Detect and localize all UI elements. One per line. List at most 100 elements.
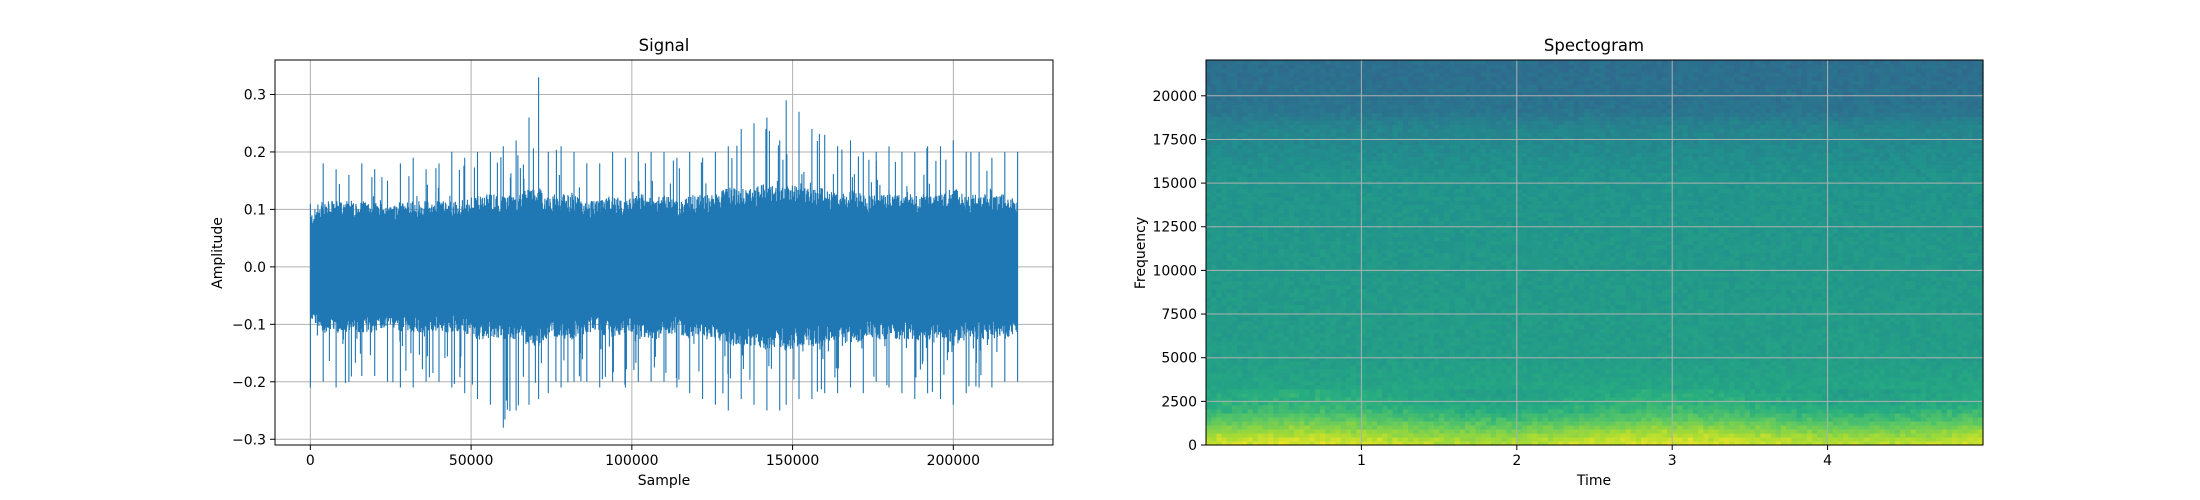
spectrogram-cell [1521,412,1528,418]
spectrogram-cell [1775,420,1782,426]
spectrogram-cell [1506,420,1513,426]
spectrogram-cell [1351,368,1357,374]
spectrogram-cell [1812,356,1818,362]
spectrogram-cell [1894,332,1901,338]
spectrogram-cell [1682,384,1689,390]
spectrogram-cell [1558,356,1565,362]
spectrogram-cell [1366,320,1373,326]
spectrogram-cell [1770,420,1777,426]
spectrogram-cell [1547,360,1554,366]
spectrogram-cell [1646,356,1653,362]
spectrogram-cell [1905,428,1912,434]
spectrogram-cell [1599,352,1606,358]
spectrogram-cell [1801,416,1808,422]
spectrogram-cell [1325,420,1331,426]
spectrogram-cell [1278,360,1285,366]
spectrogram-cell [1584,352,1590,358]
spectrogram-cell [1615,316,1621,322]
spectrogram-cell [1418,360,1425,366]
spectrogram-cell [1397,332,1404,338]
spectrogram-cell [1843,360,1849,366]
spectrogram-cell [1465,384,1471,390]
spectrogram-cell [1863,380,1870,386]
spectrogram-cell [1231,332,1238,338]
spectrogram-cell [1470,436,1476,442]
spectrogram-cell [1957,428,1963,434]
spectrogram-cell [1910,416,1917,422]
spectrogram-cell [1283,348,1290,354]
spectrogram-cell [1661,424,1668,430]
spectrogram-cell [1931,332,1937,338]
spectrogram-cell [1698,376,1704,382]
spectrogram-cell [1967,352,1974,358]
spectrogram-cell [1822,388,1829,394]
spectrogram-cell [1620,336,1627,342]
spectrogram-cell [1708,440,1715,446]
spectrogram-cell [1931,396,1937,402]
spectrogram-cell [1459,372,1466,378]
spectrogram-cell [1490,404,1497,410]
spectrogram-cell [1894,380,1901,386]
spectrogram-cell [1724,320,1730,326]
spectrogram-cell [1444,356,1451,362]
spectrogram-cell [1589,344,1596,350]
spectrogram-cell [1304,324,1311,330]
spectrogram-cell [1361,340,1368,346]
spectrogram-cell [1594,344,1601,350]
spectrogram-cell [1423,440,1430,446]
spectrogram-cell [1330,336,1337,342]
spectrogram-cell [1817,416,1824,422]
spectrogram-cell [1237,388,1243,394]
spectrogram-cell [1687,416,1694,422]
spectrogram-cell [1547,332,1554,338]
spectrogram-cell [1977,420,1984,426]
spectrogram-cell [1465,388,1471,394]
spectrogram-cell [1744,404,1751,410]
spectrogram-cell [1268,396,1274,402]
spectrogram-cell [1511,372,1518,378]
spectrogram-cell [1211,400,1217,406]
spectrogram-cell [1832,404,1839,410]
spectrogram-cell [1496,424,1502,430]
spectrogram-cell [1656,408,1663,414]
spectrogram-cell [1444,436,1451,442]
spectrogram-cell [1977,440,1984,446]
spectrogram-cell [1340,404,1347,410]
spectrogram-cell [1547,404,1554,410]
spectrogram-cell [1962,368,1969,374]
spectrogram-cell [1273,392,1280,398]
spectrogram-cell [1972,432,1979,438]
spectrogram-cell [1651,400,1658,406]
spectrogram-cell [1335,420,1342,426]
spectrogram-cell [1724,424,1730,430]
spectrogram-cell [1625,328,1632,334]
spectrogram-cell [1242,400,1249,406]
spectrogram-cell [1485,328,1492,334]
spectrogram-cell [1553,312,1559,318]
spectrogram-cell [1967,336,1974,342]
spectrogram-cell [1843,392,1849,398]
spectrogram-cell [1501,328,1508,334]
spectrogram-cell [1656,404,1663,410]
spectrogram-cell [1547,428,1554,434]
spectrogram-cell [1656,332,1663,338]
spectrogram-cell [1915,364,1922,370]
spectrogram-cell [1941,412,1948,418]
spectrogram-cell [1656,312,1663,318]
spectrogram-cell [1615,360,1621,366]
signal-x-tick-label: 150000 [766,453,819,469]
spectrogram-cell [1760,340,1767,346]
spectrogram-cell [1433,420,1440,426]
spectrogram-cell [1615,380,1621,386]
spectrogram-cell [1573,432,1580,438]
spectrogram-cell [1894,328,1901,334]
spectrogram-cell [1278,328,1285,334]
spectrogram-cell [1770,340,1777,346]
spectrogram-cell [1444,376,1451,382]
spectrogram-cell [1366,324,1373,330]
spectrogram-cell [1848,432,1855,438]
spectrogram-cell [1371,316,1378,322]
spectrogram-cell [1449,332,1456,338]
spectrogram-cell [1703,428,1710,434]
spectrogram-cell [1553,328,1559,334]
